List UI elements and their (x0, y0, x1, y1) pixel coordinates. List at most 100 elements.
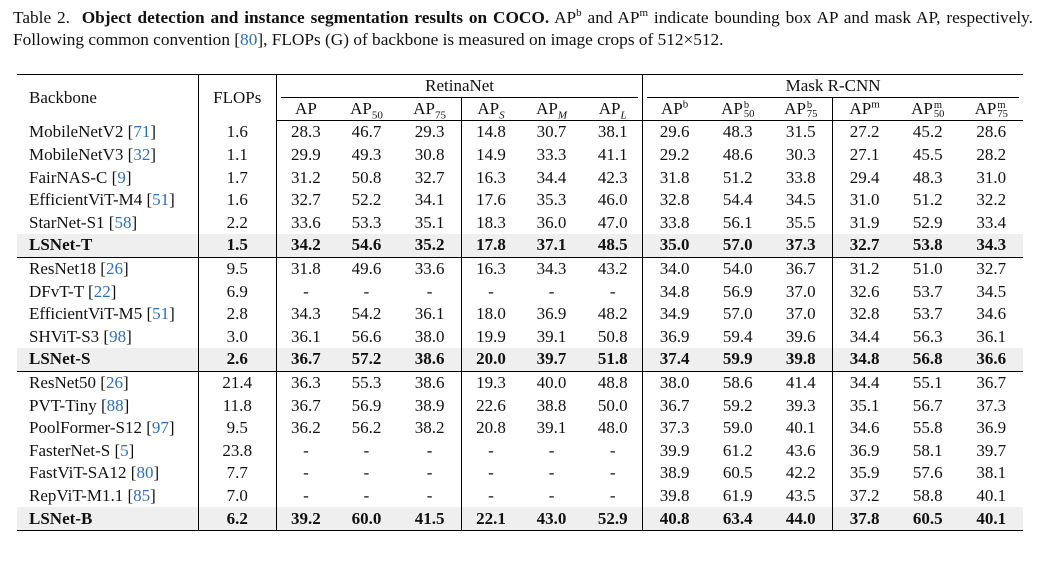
citation-link[interactable]: 98 (109, 326, 127, 346)
citation-link[interactable]: 71 (133, 122, 151, 142)
metric-cell: 36.7 (275, 394, 335, 417)
backbone-name: LSNet-B (17, 507, 199, 531)
metric-cell: 31.9 (832, 211, 897, 235)
col-ap50: AP50 (334, 97, 399, 122)
metric-cell: 43.5 (785, 485, 816, 505)
backbone-name: ResNet50 [26] (17, 370, 199, 395)
metric-cell: 37.3 (976, 395, 1007, 415)
metric-cell: 39.9 (642, 439, 707, 463)
metric-cell: 34.8 (642, 280, 707, 303)
metric-cell: 46.0 (597, 190, 628, 210)
metric-cell: 33.3 (536, 145, 567, 165)
table-row: MobileNetV2 [71] 1.6 28.3 46.7 29.3 14.8 30.7 3… (17, 120, 1023, 144)
citation-link[interactable]: 9 (117, 167, 126, 187)
citation-link[interactable]: 80 (240, 30, 258, 49)
metric-cell: 17.6 (461, 188, 520, 212)
metric-cell: 39.3 (785, 395, 816, 415)
citation-link[interactable]: 80 (136, 463, 154, 483)
citation-link[interactable]: 58 (114, 212, 132, 232)
metric-cell: 19.3 (461, 370, 520, 395)
table-row: MobileNetV3 [32] 1.1 29.9 49.3 30.8 14.9 33.3 4… (17, 143, 1023, 167)
caption-label: Table 2. (13, 8, 70, 27)
flops-cell: 6.2 (197, 507, 277, 531)
metric-cell: 32.7 (832, 234, 897, 258)
citation-link[interactable]: 22 (93, 281, 111, 301)
metric-cell: 34.6 (832, 416, 897, 440)
header-row-1: Backbone FLOPs RetinaNet Mask R-CNN (17, 73, 1023, 121)
metric-cell: 42.3 (597, 167, 628, 187)
metric-cell: 60.5 (896, 507, 960, 531)
citation-link[interactable]: 5 (120, 440, 129, 460)
metric-cell: - (609, 440, 616, 460)
header-row-2: AP AP50 AP75 APS APM APL APb AP b 50 AP b 75… (17, 97, 1023, 122)
metric-cell: 38.0 (414, 326, 445, 346)
metric-cell: 29.3 (414, 122, 445, 142)
metric-cell: 36.1 (976, 326, 1007, 346)
metric-cell: 48.3 (912, 167, 943, 187)
citation-link[interactable]: 97 (151, 418, 169, 438)
metric-cell: 49.6 (334, 256, 399, 281)
metric-cell: 40.1 (959, 507, 1023, 531)
metric-cell: 58.8 (912, 485, 943, 505)
backbone-name: MobileNetV2 [71] (29, 122, 157, 142)
metric-cell: 36.7 (769, 256, 833, 281)
metric-cell: - (548, 463, 555, 483)
metric-cell: 20.8 (461, 416, 520, 440)
table-caption: Table 2. Object detection and instance s… (13, 7, 1034, 49)
metric-cell: 33.6 (275, 211, 335, 235)
metric-cell: 40.1 (976, 485, 1007, 505)
metric-cell: 41.4 (769, 370, 833, 395)
table-row: PoolFormer-S12 [97] 9.5 36.2 56.2 38.2 20.8 39… (17, 416, 1023, 440)
backbone-name: StarNet-S1 [58] (29, 212, 138, 232)
flops-cell: 1.1 (197, 143, 277, 167)
metric-cell: 32.7 (414, 167, 445, 187)
backbone-name: RepViT-M1.1 [85] (29, 485, 156, 505)
backbone-name: FastViT-SA12 [80] (29, 463, 160, 483)
metric-cell: 40.8 (642, 507, 707, 531)
col-apm-mask: APm (832, 97, 897, 122)
citation-link[interactable]: 26 (105, 373, 123, 393)
metric-cell: 57.2 (334, 348, 399, 372)
citation-link[interactable]: 51 (152, 190, 170, 210)
metric-cell: 56.6 (351, 326, 382, 346)
metric-cell: 17.8 (461, 234, 520, 258)
metric-cell: 36.3 (275, 370, 335, 395)
metric-cell: - (363, 281, 370, 301)
metric-cell: 54.6 (334, 234, 399, 258)
metric-cell: 41.1 (597, 145, 628, 165)
metric-cell: 56.8 (896, 348, 960, 372)
metric-cell: 53.8 (896, 234, 960, 258)
metric-cell: 28.6 (976, 122, 1007, 142)
table-row: FastViT-SA12 [80] 7.7- - - - - -38.9 60.5 42.2 35… (17, 462, 1023, 485)
metric-cell: 37.0 (785, 304, 816, 324)
metric-cell: 40.1 (785, 418, 816, 438)
metric-cell: 48.2 (597, 304, 628, 324)
metric-cell: 60.5 (722, 463, 753, 483)
backbone-name: FasterNet-S [5] (29, 440, 135, 460)
backbone-name: ResNet18 [26] (17, 256, 199, 281)
metric-cell: 35.2 (398, 234, 462, 258)
metric-cell: 34.5 (785, 190, 816, 210)
metric-cell: 50.8 (351, 167, 382, 187)
citation-link[interactable]: 26 (105, 259, 123, 279)
metric-cell: 36.9 (976, 418, 1007, 438)
metric-cell: 56.3 (912, 326, 943, 346)
metric-cell: 57.0 (706, 234, 770, 258)
citation-link[interactable]: 32 (133, 145, 151, 165)
metric-cell: 30.3 (785, 145, 816, 165)
metric-cell: 31.2 (832, 256, 897, 281)
citation-link[interactable]: 51 (152, 304, 170, 324)
metric-cell: 32.8 (832, 302, 897, 326)
flops-cell: 21.4 (197, 370, 277, 395)
citation-link[interactable]: 85 (133, 485, 151, 505)
metric-cell: 53.7 (912, 281, 943, 301)
metric-cell: 36.7 (959, 370, 1023, 395)
col-apb75: AP b 75 (769, 97, 833, 122)
metric-cell: 34.9 (642, 302, 707, 326)
metric-cell: - (275, 280, 335, 303)
metric-cell: 36.1 (414, 304, 445, 324)
metric-cell: 14.9 (461, 143, 520, 167)
metric-cell: 31.8 (275, 256, 335, 281)
citation-link[interactable]: 88 (106, 395, 124, 415)
backbone-name: PoolFormer-S12 [97] (29, 418, 175, 438)
